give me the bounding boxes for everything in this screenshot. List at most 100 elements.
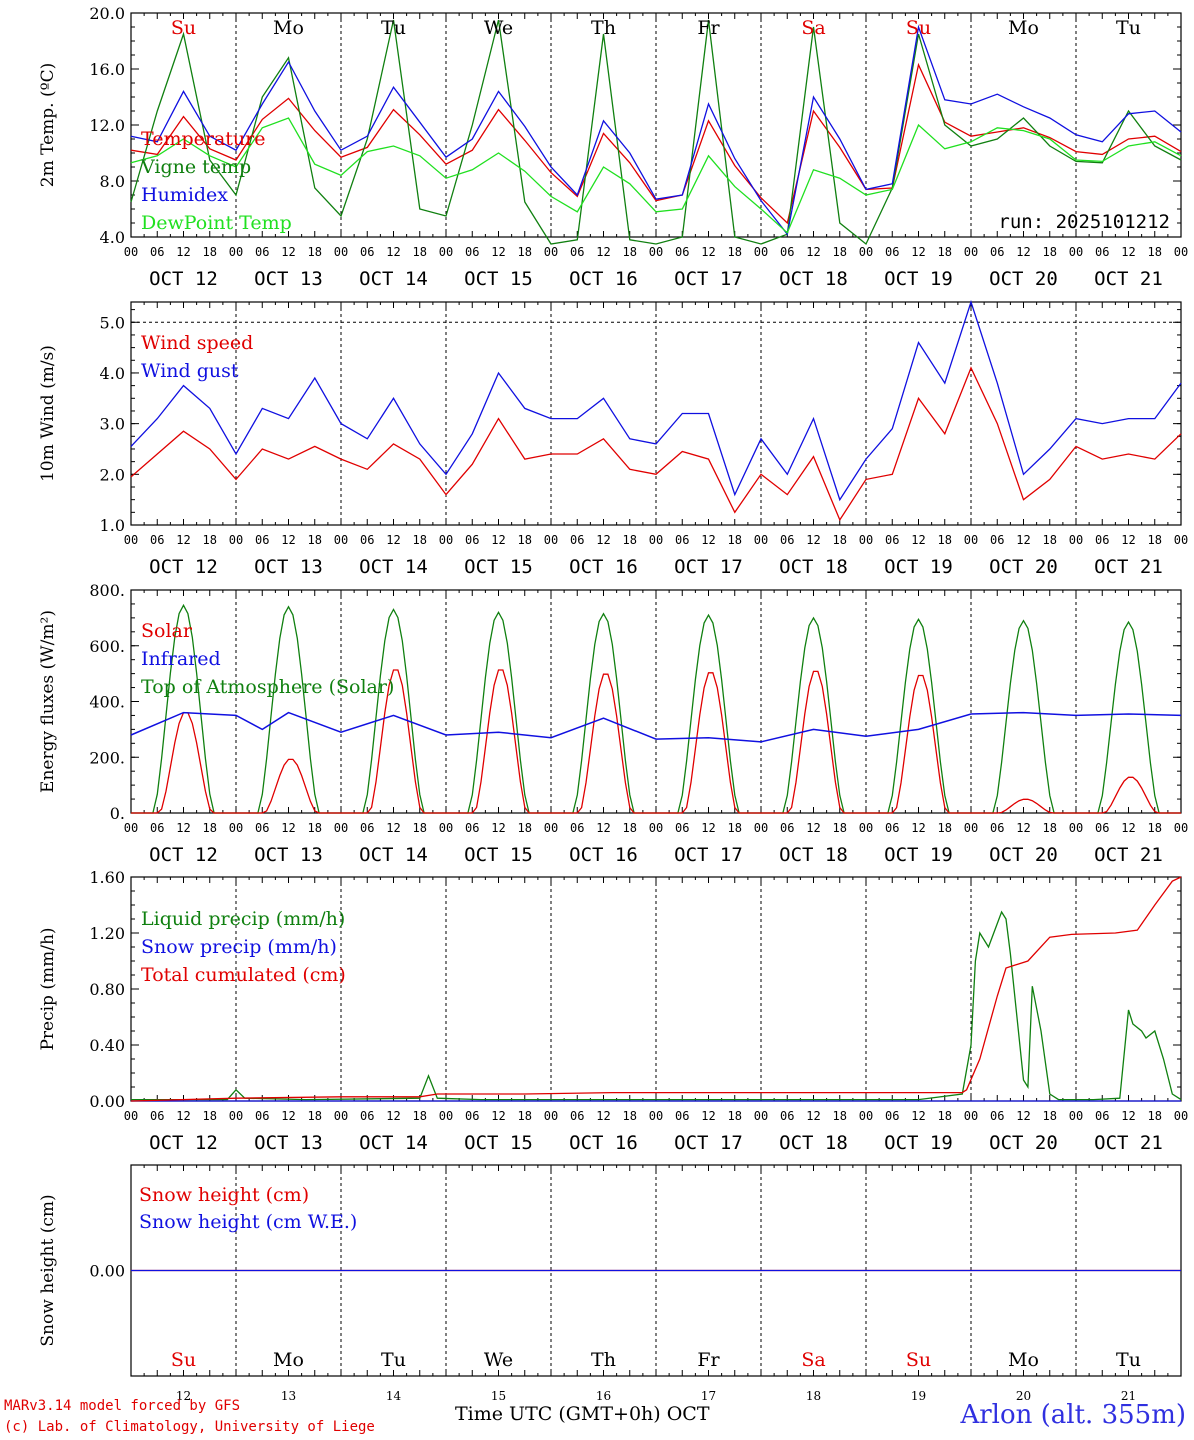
y-tick-label: 4.0 — [100, 228, 125, 247]
weekday-label: We — [484, 1349, 513, 1371]
day-number-label: 13 — [281, 1389, 296, 1403]
hour-label: 12 — [176, 533, 190, 547]
hour-label: 06 — [465, 1109, 479, 1123]
x-axis-title: Time UTC (GMT+0h) OCT — [455, 1403, 710, 1425]
hour-label: 06 — [570, 821, 584, 835]
hour-label: 00 — [859, 533, 873, 547]
legend-item: Wind speed — [141, 332, 253, 354]
hour-label: 18 — [203, 821, 217, 835]
y-axis-label: Energy fluxes (W/m²) — [38, 610, 58, 793]
panel-3: 0. 200. 400. 600. 800. Energy fluxes (W/m²) So… — [38, 581, 1188, 866]
day-label: OCT 20 — [989, 268, 1058, 290]
hour-label: 06 — [780, 245, 794, 259]
day-label: OCT 14 — [359, 268, 428, 290]
hour-label: 00 — [1174, 245, 1188, 259]
legend-item: Solar — [141, 620, 193, 642]
hour-label: 06 — [675, 1109, 689, 1123]
hour-label: 06 — [990, 1109, 1004, 1123]
hour-label: 18 — [938, 245, 952, 259]
hour-label: 12 — [386, 1109, 400, 1123]
hour-label: 00 — [439, 245, 453, 259]
day-label: OCT 18 — [779, 556, 848, 578]
hour-label: 12 — [1121, 245, 1135, 259]
hour-label: 12 — [1121, 1109, 1135, 1123]
hour-label: 00 — [649, 821, 663, 835]
hour-label: 06 — [1095, 533, 1109, 547]
weekday-label: Mo — [273, 17, 304, 39]
day-label: OCT 20 — [989, 556, 1058, 578]
day-label: OCT 18 — [779, 844, 848, 866]
day-label: OCT 19 — [884, 844, 953, 866]
hour-label: 18 — [833, 533, 847, 547]
hour-label: 18 — [413, 821, 427, 835]
day-label: OCT 16 — [569, 1132, 638, 1154]
hour-label: 18 — [1148, 245, 1162, 259]
legend-item: Wind gust — [141, 360, 239, 382]
hour-label: 06 — [255, 245, 269, 259]
hour-label: 06 — [360, 245, 374, 259]
day-number-label: 14 — [386, 1389, 402, 1403]
day-label: OCT 19 — [884, 556, 953, 578]
weekday-label: Su — [906, 1349, 931, 1371]
day-label: OCT 15 — [464, 556, 533, 578]
legend-item: Total cumulated (cm) — [141, 964, 346, 986]
hour-label: 12 — [491, 245, 505, 259]
station-name: Arlon (alt. 355m) — [960, 1400, 1186, 1430]
day-label: OCT 13 — [254, 1132, 323, 1154]
series-line-toa-solar — [131, 603, 1181, 814]
hour-label: 12 — [701, 245, 715, 259]
hour-label: 00 — [859, 245, 873, 259]
series-line-liquid-precip-mm-h — [131, 910, 1182, 1101]
y-tick-label: 0. — [110, 804, 125, 823]
y-tick-label: 5.0 — [100, 313, 125, 332]
hour-label: 12 — [806, 533, 820, 547]
hour-label: 00 — [754, 1109, 768, 1123]
hour-label: 12 — [176, 821, 190, 835]
day-label: OCT 17 — [674, 556, 743, 578]
hour-label: 12 — [596, 245, 610, 259]
hour-label: 00 — [649, 533, 663, 547]
hour-label: 06 — [780, 533, 794, 547]
day-label: OCT 21 — [1094, 1132, 1163, 1154]
day-label: OCT 18 — [779, 268, 848, 290]
day-number-label: 12 — [176, 1389, 191, 1403]
hour-label: 06 — [1095, 245, 1109, 259]
hour-label: 06 — [990, 821, 1004, 835]
hour-label: 00 — [1174, 821, 1188, 835]
hour-label: 18 — [518, 533, 532, 547]
hour-label: 18 — [308, 821, 322, 835]
y-axis-label: 10m Wind (m/s) — [38, 345, 58, 482]
hour-label: 06 — [360, 533, 374, 547]
day-label: OCT 20 — [989, 844, 1058, 866]
hour-label: 12 — [596, 821, 610, 835]
hour-label: 00 — [754, 821, 768, 835]
hour-label: 00 — [124, 1109, 138, 1123]
legend-item: Snow height (cm) — [139, 1184, 309, 1206]
day-label: OCT 18 — [779, 1132, 848, 1154]
hour-label: 18 — [833, 245, 847, 259]
hour-label: 18 — [203, 533, 217, 547]
weekday-label: Mo — [1008, 17, 1039, 39]
hour-label: 06 — [675, 821, 689, 835]
hour-label: 06 — [885, 1109, 899, 1123]
hour-label: 06 — [990, 533, 1004, 547]
hour-label: 18 — [518, 821, 532, 835]
hour-label: 12 — [491, 821, 505, 835]
hour-label: 12 — [911, 245, 925, 259]
hour-label: 06 — [465, 245, 479, 259]
hour-label: 00 — [124, 821, 138, 835]
weekday-label: Mo — [273, 1349, 304, 1371]
hour-label: 18 — [833, 1109, 847, 1123]
hour-label: 00 — [649, 245, 663, 259]
legend-item: Infrared — [141, 648, 221, 670]
hour-label: 06 — [255, 533, 269, 547]
hour-label: 12 — [1121, 533, 1135, 547]
hour-label: 00 — [229, 245, 243, 259]
hour-label: 06 — [885, 533, 899, 547]
hour-label: 06 — [885, 245, 899, 259]
plot-frame — [130, 301, 1182, 526]
y-tick-label: 0.00 — [89, 1262, 125, 1281]
legend-item: Snow height (cm W.E.) — [139, 1211, 357, 1233]
hour-label: 00 — [964, 1109, 978, 1123]
hour-label: 18 — [938, 533, 952, 547]
